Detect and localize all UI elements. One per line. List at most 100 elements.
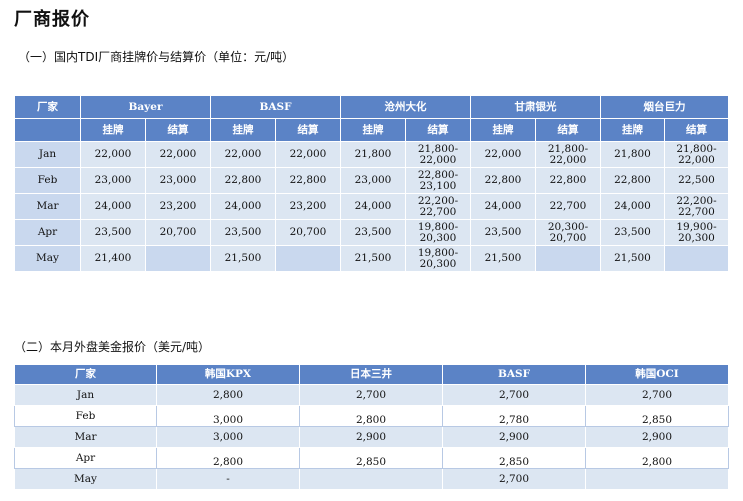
price-cell: 2,850 [299, 447, 443, 469]
month-cell: May [14, 245, 81, 272]
price-cell: 22,700 [535, 193, 601, 220]
price-cell: 22,000 [470, 141, 536, 168]
price-cell: 2,700 [299, 384, 443, 406]
price-cell: 21,500 [470, 245, 536, 272]
price-cell: 24,000 [470, 193, 536, 220]
price-cell: 19,800- 20,300 [405, 245, 471, 272]
price-cell [275, 245, 341, 272]
price-cell: 24,000 [210, 193, 276, 220]
price-cell: 22,000 [145, 141, 211, 168]
price-cell [145, 245, 211, 272]
header-basf: BASF [442, 364, 586, 385]
price-cell: 24,000 [340, 193, 406, 220]
price-cell: 2,900 [299, 426, 443, 448]
price-cell: 3,000 [156, 426, 300, 448]
price-cell: 23,500 [340, 219, 406, 246]
price-cell: 22,200- 22,700 [664, 193, 729, 220]
price-cell: 21,500 [210, 245, 276, 272]
price-cell: 21,500 [340, 245, 406, 272]
price-cell: 24,000 [600, 193, 665, 220]
sub-header-settle: 结算 [405, 118, 471, 142]
price-cell: 2,800 [156, 384, 300, 406]
sub-header-list: 挂牌 [470, 118, 536, 142]
sub-header-list: 挂牌 [80, 118, 146, 142]
price-cell: 2,850 [442, 447, 586, 469]
price-cell: 2,800 [156, 447, 300, 469]
price-cell: 2,700 [442, 468, 586, 490]
price-cell: 22,500 [664, 167, 729, 194]
price-cell: 22,000 [275, 141, 341, 168]
price-cell: 23,200 [145, 193, 211, 220]
price-cell: 22,800 [470, 167, 536, 194]
header-kpx: 韩国KPX [156, 364, 300, 385]
price-cell: 23,000 [340, 167, 406, 194]
sub-header-settle: 结算 [535, 118, 601, 142]
table-row: Mar 3,000 2,900 2,900 2,900 [14, 426, 729, 448]
sub-header-settle: 结算 [664, 118, 729, 142]
price-cell: 21,800 [340, 141, 406, 168]
price-cell: 2,850 [585, 405, 729, 427]
month-cell: Mar [14, 426, 157, 448]
price-cell: 21,500 [600, 245, 665, 272]
header-mitsui: 日本三井 [299, 364, 443, 385]
price-cell: 23,500 [470, 219, 536, 246]
table-row: Apr 23,500 20,700 23,500 20,700 23,500 19,800-… [14, 219, 729, 246]
maker-header: 烟台巨力 [600, 95, 729, 119]
month-cell: May [14, 468, 157, 490]
price-cell: 19,900- 20,300 [664, 219, 729, 246]
sub-header-blank [14, 118, 81, 142]
price-cell: 22,800 [210, 167, 276, 194]
header-oci: 韩国OCI [585, 364, 729, 385]
price-cell: 21,800 [600, 141, 665, 168]
sub-header-list: 挂牌 [600, 118, 665, 142]
price-cell: 23,500 [600, 219, 665, 246]
price-cell: 2,800 [299, 405, 443, 427]
domestic-price-table: 厂家 Bayer BASF 沧州大化 甘肃银光 烟台巨力 挂牌 结算 挂牌 结算… [14, 95, 729, 272]
price-cell: 20,300- 20,700 [535, 219, 601, 246]
price-cell: 24,000 [80, 193, 146, 220]
table-row: Feb 3,000 2,800 2,780 2,850 [14, 405, 729, 427]
sub-header-settle: 结算 [145, 118, 211, 142]
price-cell: 2,800 [585, 447, 729, 469]
price-cell [585, 468, 729, 490]
price-cell: 22,000 [80, 141, 146, 168]
month-cell: Jan [14, 384, 157, 406]
month-cell: Mar [14, 193, 81, 220]
price-cell: 21,800- 22,000 [405, 141, 471, 168]
price-cell: 22,000 [210, 141, 276, 168]
price-cell: 23,000 [80, 167, 146, 194]
price-cell: 23,500 [80, 219, 146, 246]
price-cell: 2,900 [442, 426, 586, 448]
table-row: May 21,400 21,500 21,500 19,800- 20,300 21,50… [14, 245, 729, 272]
price-cell: 22,800 [535, 167, 601, 194]
table-row: Apr 2,800 2,850 2,850 2,800 [14, 447, 729, 469]
maker-header: 甘肃银光 [470, 95, 601, 119]
price-cell [535, 245, 601, 272]
month-cell: Feb [14, 167, 81, 194]
price-cell: 20,700 [145, 219, 211, 246]
price-cell: 19,800- 20,300 [405, 219, 471, 246]
price-cell: 3,000 [156, 405, 300, 427]
section1-heading: （一）国内TDI厂商挂牌价与结算价（单位：元/吨） [18, 50, 295, 64]
month-cell: Jan [14, 141, 81, 168]
table-row: Jan 2,800 2,700 2,700 2,700 [14, 384, 729, 406]
table-row: Jan 22,000 22,000 22,000 22,000 21,800 21,800-… [14, 141, 729, 168]
price-cell: 21,800- 22,000 [664, 141, 729, 168]
price-cell: 2,780 [442, 405, 586, 427]
price-cell: 2,700 [585, 384, 729, 406]
header-maker: 厂家 [14, 364, 157, 385]
col-header-maker: 厂家 [14, 95, 81, 119]
maker-header: 沧州大化 [340, 95, 471, 119]
sub-header-settle: 结算 [275, 118, 341, 142]
month-cell: Feb [14, 405, 157, 427]
price-cell [664, 245, 729, 272]
page-title: 厂商报价 [14, 9, 90, 30]
price-cell: 23,000 [145, 167, 211, 194]
price-cell: 22,200- 22,700 [405, 193, 471, 220]
export-price-table: 厂家 韩国KPX 日本三井 BASF 韩国OCI Jan 2,800 2,700 2,… [14, 364, 729, 490]
table-row: May - 2,700 [14, 468, 729, 490]
section2-heading: （二）本月外盘美金报价（美元/吨） [14, 340, 211, 354]
price-cell: 23,200 [275, 193, 341, 220]
price-cell: 21,800- 22,000 [535, 141, 601, 168]
price-cell: 22,800- 23,100 [405, 167, 471, 194]
